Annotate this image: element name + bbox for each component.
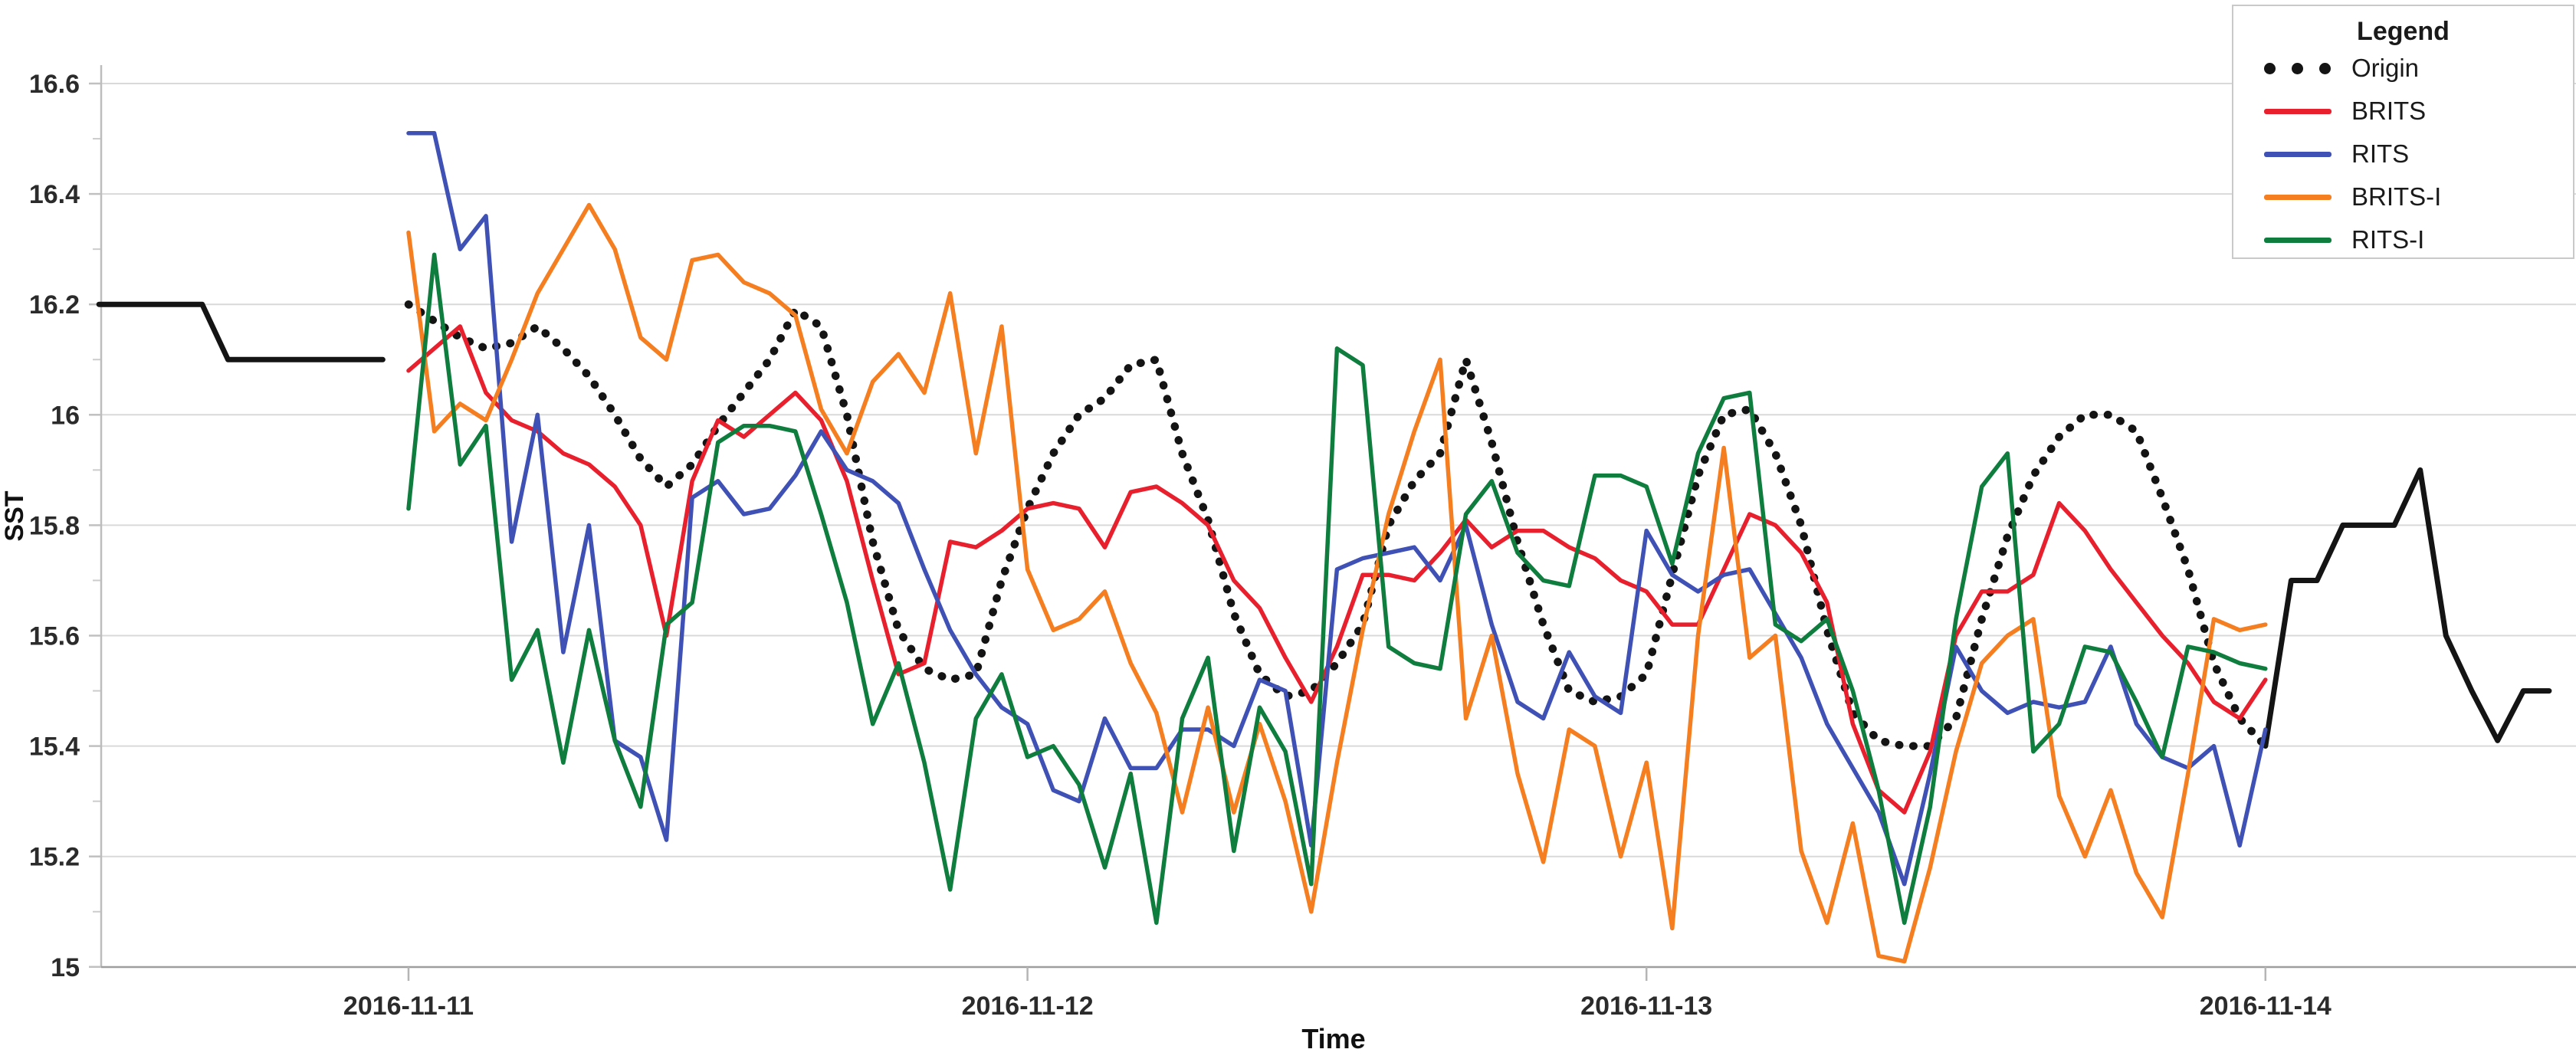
y-tick-label: 16.4 [29, 180, 80, 209]
legend-entry-rits-i: RITS-I [2233, 218, 2573, 261]
y-axis-title: SST [0, 490, 29, 541]
x-tick-label: 2016-11-12 [962, 992, 1094, 1021]
series-Origin-missing-window-ground-truth [404, 300, 2270, 750]
x-tick-label: 2016-11-14 [2200, 992, 2332, 1021]
y-tick-label: 16.2 [29, 290, 80, 320]
y-tick-label: 16.6 [29, 70, 80, 99]
legend-entry-label: BRITS [2351, 97, 2427, 125]
origin-dotted-marker-icon [2264, 62, 2335, 74]
series-Origin-observed-left [96, 301, 386, 362]
y-tick-label: 15 [51, 953, 80, 982]
y-tick-label: 15.8 [29, 511, 80, 540]
y-tick-label: 15.4 [29, 733, 80, 762]
legend-entry-label: RITS-I [2351, 225, 2425, 254]
legend-entry-brits-i: BRITS-I [2233, 175, 2573, 218]
series-Origin-observed-right [2263, 467, 2552, 749]
series-RITS-imputation [406, 131, 2268, 887]
series-BRITS-imputation [406, 324, 2268, 815]
legend-entry-label: Origin [2351, 54, 2420, 82]
rits-line-marker-icon [2264, 151, 2335, 157]
y-tick-label: 15.2 [29, 843, 80, 872]
x-tick-label: 2016-11-11 [343, 992, 474, 1021]
y-tick-label: 16 [51, 401, 80, 430]
legend-entry-rits: RITS [2233, 133, 2573, 175]
legend-box: Legend Origin BRITS RITS BRITS-I RITS-I [2232, 5, 2574, 259]
legend-entry-origin: Origin [2233, 47, 2573, 90]
y-tick-label: 15.6 [29, 622, 80, 651]
series-RITS-I-imputation [406, 252, 2268, 925]
series-BRITS-I-imputation [406, 202, 2268, 964]
rits-i-line-marker-icon [2264, 237, 2335, 243]
x-tick-label: 2016-11-13 [1580, 992, 1712, 1021]
legend-entry-label: BRITS-I [2351, 182, 2442, 211]
brits-line-marker-icon [2264, 108, 2335, 114]
brits-i-line-marker-icon [2264, 194, 2335, 200]
legend-title: Legend [2357, 17, 2450, 46]
x-axis-title: Time [1301, 1023, 1365, 1054]
legend-entry-brits: BRITS [2233, 90, 2573, 133]
legend-entry-label: RITS [2351, 139, 2410, 168]
